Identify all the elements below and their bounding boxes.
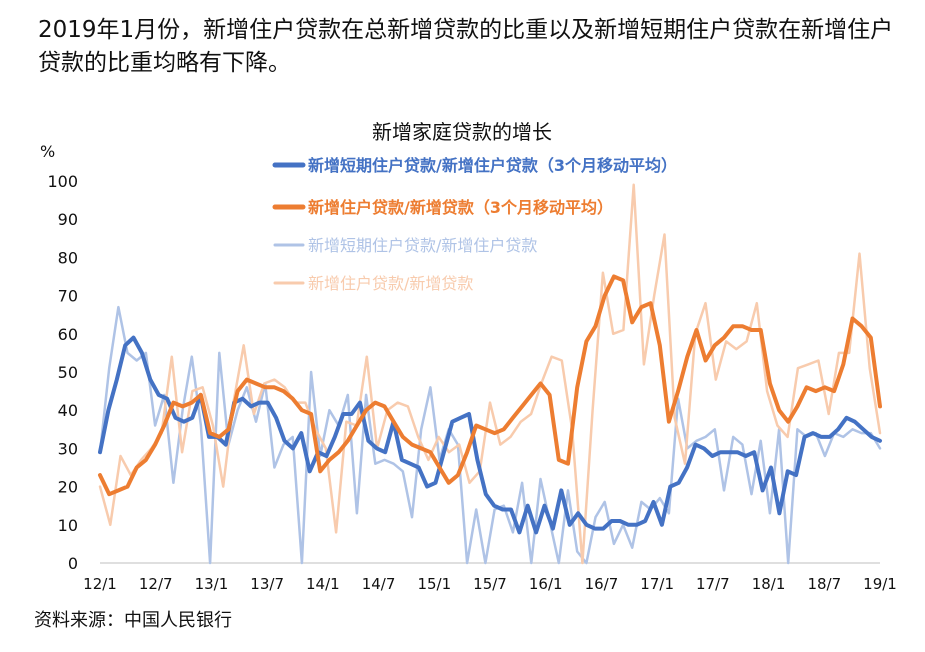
x-tick-label: 16/1: [529, 575, 563, 593]
chart-title: 新增家庭贷款的增长: [372, 120, 552, 144]
y-tick-label: 80: [58, 248, 78, 267]
x-tick-label: 12/1: [83, 575, 117, 593]
y-tick-labels: 0 10 20 30 40 50 60 70 80 90 100: [47, 172, 78, 573]
y-tick-label: 30: [58, 439, 78, 458]
source-note: 资料来源：中国人民银行: [34, 610, 232, 631]
y-tick-label: 0: [68, 554, 78, 573]
y-tick-label: 50: [58, 363, 78, 382]
legend-label: 新增短期住户贷款/新增住户贷款（3个月移动平均）: [308, 156, 677, 175]
legend-label: 新增住户贷款/新增贷款（3个月移动平均）: [308, 198, 613, 217]
y-tick-label: 10: [58, 516, 78, 535]
x-tick-label: 17/1: [640, 575, 674, 593]
x-tick-label: 15/7: [473, 575, 507, 593]
x-tick-labels: 12/1 12/7 13/1 13/7 14/1 14/7 15/1 15/7 16/1 16/7…: [83, 575, 897, 593]
headline: 2019年1月份，新增住户贷款在总新增贷款的比重以及新增短期住户贷款在新增住户贷…: [38, 17, 894, 76]
y-tick-label: 40: [58, 401, 78, 420]
x-tick-label: 15/1: [417, 575, 451, 593]
x-tick-label: 13/7: [250, 575, 284, 593]
x-tick-label: 16/7: [585, 575, 619, 593]
y-axis-label: %: [40, 142, 55, 161]
x-tick-label: 18/7: [807, 575, 841, 593]
legend-label: 新增住户贷款/新增贷款: [308, 274, 473, 293]
y-tick-label: 90: [58, 210, 78, 229]
x-tick-label: 18/1: [752, 575, 786, 593]
y-tick-label: 70: [58, 287, 78, 306]
x-tick-label: 13/1: [195, 575, 229, 593]
x-tick-label: 17/7: [696, 575, 730, 593]
x-tick-label: 14/1: [306, 575, 340, 593]
x-tick-label: 12/7: [139, 575, 173, 593]
legend-label: 新增短期住户贷款/新增住户贷款: [308, 236, 537, 255]
series-lines: [98, 183, 882, 565]
y-tick-label: 60: [58, 325, 78, 344]
x-tick-label: 14/7: [362, 575, 396, 593]
y-tick-label: 20: [58, 478, 78, 497]
y-tick-label: 100: [47, 172, 78, 191]
legend: 新增短期住户贷款/新增住户贷款（3个月移动平均） 新增住户贷款/新增贷款（3个月移…: [272, 156, 677, 293]
series-line-1: [98, 274, 882, 497]
x-tick-label: 19/1: [863, 575, 897, 593]
